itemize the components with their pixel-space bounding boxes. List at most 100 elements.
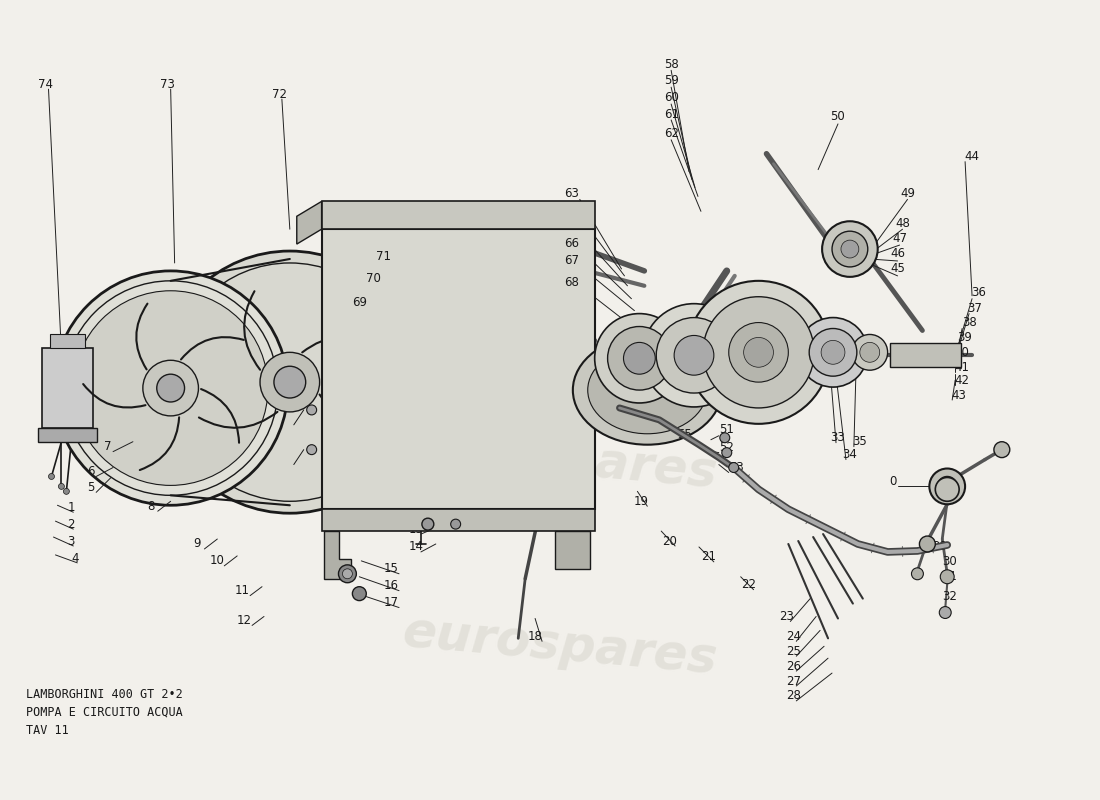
Text: 48: 48 <box>895 217 910 230</box>
Circle shape <box>832 231 868 267</box>
Text: 37: 37 <box>968 302 982 315</box>
Text: 44: 44 <box>965 150 979 163</box>
Circle shape <box>143 360 198 416</box>
Text: 16: 16 <box>384 579 398 592</box>
Text: 66: 66 <box>564 237 580 250</box>
Text: 54: 54 <box>692 376 706 389</box>
Circle shape <box>930 469 965 504</box>
Circle shape <box>74 290 268 486</box>
Circle shape <box>688 281 830 424</box>
Circle shape <box>937 477 957 496</box>
Ellipse shape <box>573 335 722 445</box>
Text: 40: 40 <box>955 346 969 359</box>
Text: 4: 4 <box>72 552 79 566</box>
Circle shape <box>619 330 636 346</box>
Text: 45: 45 <box>890 262 905 275</box>
Text: 70: 70 <box>366 272 381 286</box>
Text: POMPA E CIRCUITO ACQUA: POMPA E CIRCUITO ACQUA <box>25 706 183 719</box>
Text: 67: 67 <box>564 254 580 267</box>
Bar <box>42 348 94 428</box>
Circle shape <box>842 240 859 258</box>
Text: 58: 58 <box>663 58 679 71</box>
Text: 63: 63 <box>564 187 580 200</box>
Circle shape <box>728 462 739 473</box>
Circle shape <box>607 326 671 390</box>
Circle shape <box>822 222 878 277</box>
Text: 62: 62 <box>663 127 679 140</box>
Bar <box>37 428 97 442</box>
Bar <box>890 343 961 367</box>
Text: 31: 31 <box>942 570 957 583</box>
Text: 23: 23 <box>779 610 794 623</box>
Text: 6: 6 <box>88 465 95 478</box>
Text: TAV 11: TAV 11 <box>25 724 68 737</box>
Text: 42: 42 <box>955 374 969 386</box>
Text: 47: 47 <box>892 232 907 245</box>
Text: 18: 18 <box>528 630 542 643</box>
Text: 25: 25 <box>785 645 801 658</box>
Circle shape <box>657 318 732 393</box>
Circle shape <box>614 325 641 352</box>
Polygon shape <box>297 202 321 244</box>
Text: 55: 55 <box>676 428 692 442</box>
FancyArrowPatch shape <box>136 304 147 370</box>
Circle shape <box>719 433 729 442</box>
Circle shape <box>799 318 868 387</box>
Text: 46: 46 <box>890 246 905 259</box>
Polygon shape <box>556 531 590 569</box>
Polygon shape <box>321 229 595 510</box>
Text: 49: 49 <box>900 187 915 200</box>
Text: 43: 43 <box>952 389 967 402</box>
Text: 11: 11 <box>234 584 250 597</box>
Bar <box>50 334 86 348</box>
Text: eurospares: eurospares <box>400 609 719 684</box>
Circle shape <box>920 536 935 552</box>
Text: 32: 32 <box>942 590 957 603</box>
FancyArrowPatch shape <box>244 291 260 370</box>
Text: 22: 22 <box>741 578 756 591</box>
Text: 10: 10 <box>210 554 224 567</box>
Circle shape <box>339 565 356 582</box>
Circle shape <box>810 329 857 376</box>
Text: 24: 24 <box>785 630 801 643</box>
Circle shape <box>860 342 880 362</box>
Text: 60: 60 <box>663 90 679 104</box>
Text: 65: 65 <box>564 220 580 233</box>
Text: 13: 13 <box>408 522 424 535</box>
Text: 8: 8 <box>147 500 154 513</box>
Circle shape <box>674 335 714 375</box>
Circle shape <box>451 519 461 529</box>
Circle shape <box>939 606 952 618</box>
Text: 0: 0 <box>889 475 896 488</box>
Circle shape <box>342 569 352 578</box>
Circle shape <box>912 568 923 580</box>
Text: 28: 28 <box>785 690 801 702</box>
Text: 38: 38 <box>961 316 977 329</box>
Text: 68: 68 <box>564 276 580 290</box>
Text: 52: 52 <box>719 441 734 454</box>
Text: 34: 34 <box>843 448 857 461</box>
Text: 50: 50 <box>830 110 846 123</box>
Text: 74: 74 <box>39 78 53 90</box>
Text: 61: 61 <box>663 107 679 121</box>
Text: 17: 17 <box>384 596 398 609</box>
Circle shape <box>624 342 656 374</box>
Text: 33: 33 <box>830 431 846 444</box>
Text: 5: 5 <box>88 481 95 494</box>
Text: 21: 21 <box>702 550 716 563</box>
Circle shape <box>940 570 954 584</box>
Text: 20: 20 <box>662 534 676 547</box>
Text: 3: 3 <box>68 534 75 547</box>
Text: 51: 51 <box>719 423 734 436</box>
Circle shape <box>994 442 1010 458</box>
Text: 14: 14 <box>408 541 424 554</box>
Circle shape <box>274 366 306 398</box>
FancyArrowPatch shape <box>84 384 145 407</box>
Circle shape <box>821 341 845 364</box>
FancyArrowPatch shape <box>199 412 277 428</box>
Polygon shape <box>323 531 351 578</box>
Text: 39: 39 <box>958 331 972 344</box>
Text: eurospares: eurospares <box>73 298 392 373</box>
Text: 9: 9 <box>194 538 201 550</box>
Text: 73: 73 <box>161 78 175 90</box>
